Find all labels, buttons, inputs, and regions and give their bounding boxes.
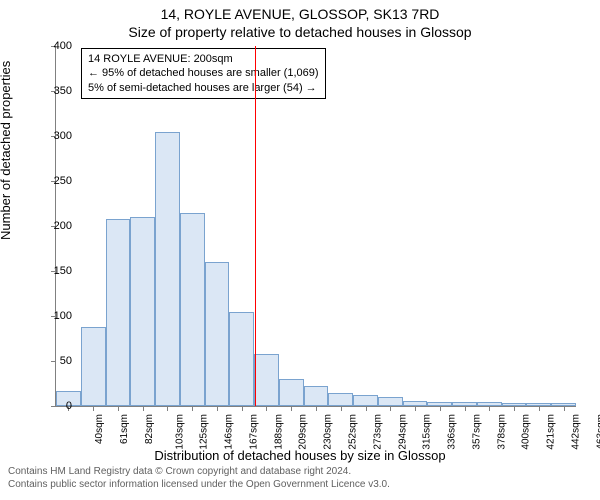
x-tick-label: 146sqm [224,414,235,450]
x-tick [192,406,193,411]
x-tick [539,406,540,411]
marker-line [255,46,256,406]
x-tick-label: 294sqm [397,414,408,450]
x-tick-label: 273sqm [372,414,383,450]
y-axis-label: Number of detached properties [0,61,13,240]
histogram-bar [205,262,230,406]
histogram-bar [279,379,304,406]
x-tick [217,406,218,411]
x-tick [465,406,466,411]
histogram-bar [81,327,106,406]
x-tick-label: 61sqm [119,414,130,444]
x-tick-label: 357sqm [471,414,482,450]
x-tick-label: 230sqm [323,414,334,450]
x-tick [93,406,94,411]
x-tick-label: 188sqm [273,414,284,450]
x-tick-label: 421sqm [546,414,557,450]
x-tick [143,406,144,411]
chart-title-address: 14, ROYLE AVENUE, GLOSSOP, SK13 7RD [0,6,600,22]
y-tick-label: 350 [54,85,72,97]
annotation-box: 14 ROYLE AVENUE: 200sqm ← 95% of detache… [81,48,326,99]
plot-area: 14 ROYLE AVENUE: 200sqm ← 95% of detache… [55,46,576,407]
histogram-bar [254,354,279,406]
x-tick-label: 463sqm [595,414,600,450]
x-tick [366,406,367,411]
x-tick [440,406,441,411]
footer-attribution: Contains HM Land Registry data © Crown c… [8,466,390,491]
x-tick-label: 103sqm [174,414,185,450]
histogram-bar [304,386,329,406]
annotation-line-1: 14 ROYLE AVENUE: 200sqm [88,52,319,66]
histogram-bar [353,395,378,406]
x-tick [390,406,391,411]
x-axis-label: Distribution of detached houses by size … [0,448,600,463]
histogram-bar [155,132,180,407]
x-tick [489,406,490,411]
x-tick [341,406,342,411]
y-tick-label: 200 [54,220,72,232]
x-tick-label: 167sqm [249,414,260,450]
x-tick-label: 315sqm [422,414,433,450]
x-tick-label: 378sqm [496,414,507,450]
y-tick [51,361,56,362]
x-tick-label: 125sqm [199,414,210,450]
footer-line-2: Contains public sector information licen… [8,479,390,492]
chart-subtitle: Size of property relative to detached ho… [0,24,600,40]
x-tick-label: 252sqm [348,414,359,450]
y-tick-label: 300 [54,130,72,142]
x-tick-label: 82sqm [144,414,155,444]
x-tick-label: 209sqm [298,414,309,450]
x-tick [291,406,292,411]
histogram-bar [229,312,254,406]
y-tick-label: 50 [60,355,72,367]
y-tick-label: 150 [54,265,72,277]
x-tick [564,406,565,411]
x-tick-label: 40sqm [94,414,105,444]
x-tick-label: 400sqm [521,414,532,450]
x-tick [266,406,267,411]
histogram-bar [106,219,131,406]
annotation-line-2: ← 95% of detached houses are smaller (1,… [88,66,319,80]
x-tick [167,406,168,411]
x-tick-label: 442sqm [570,414,581,450]
histogram-bar [378,397,403,406]
chart-container: 14, ROYLE AVENUE, GLOSSOP, SK13 7RD Size… [0,0,600,500]
y-tick-label: 0 [66,400,72,412]
y-tick-label: 400 [54,40,72,52]
histogram-bar [328,393,353,407]
y-tick-label: 250 [54,175,72,187]
x-tick [118,406,119,411]
y-tick [51,406,56,407]
x-tick [242,406,243,411]
histogram-bar [180,213,205,406]
x-tick [514,406,515,411]
x-tick [316,406,317,411]
y-tick-label: 100 [54,310,72,322]
x-tick [415,406,416,411]
histogram-bar [130,217,155,406]
x-tick-label: 336sqm [447,414,458,450]
footer-line-1: Contains HM Land Registry data © Crown c… [8,466,390,479]
annotation-line-3: 5% of semi-detached houses are larger (5… [88,81,319,95]
